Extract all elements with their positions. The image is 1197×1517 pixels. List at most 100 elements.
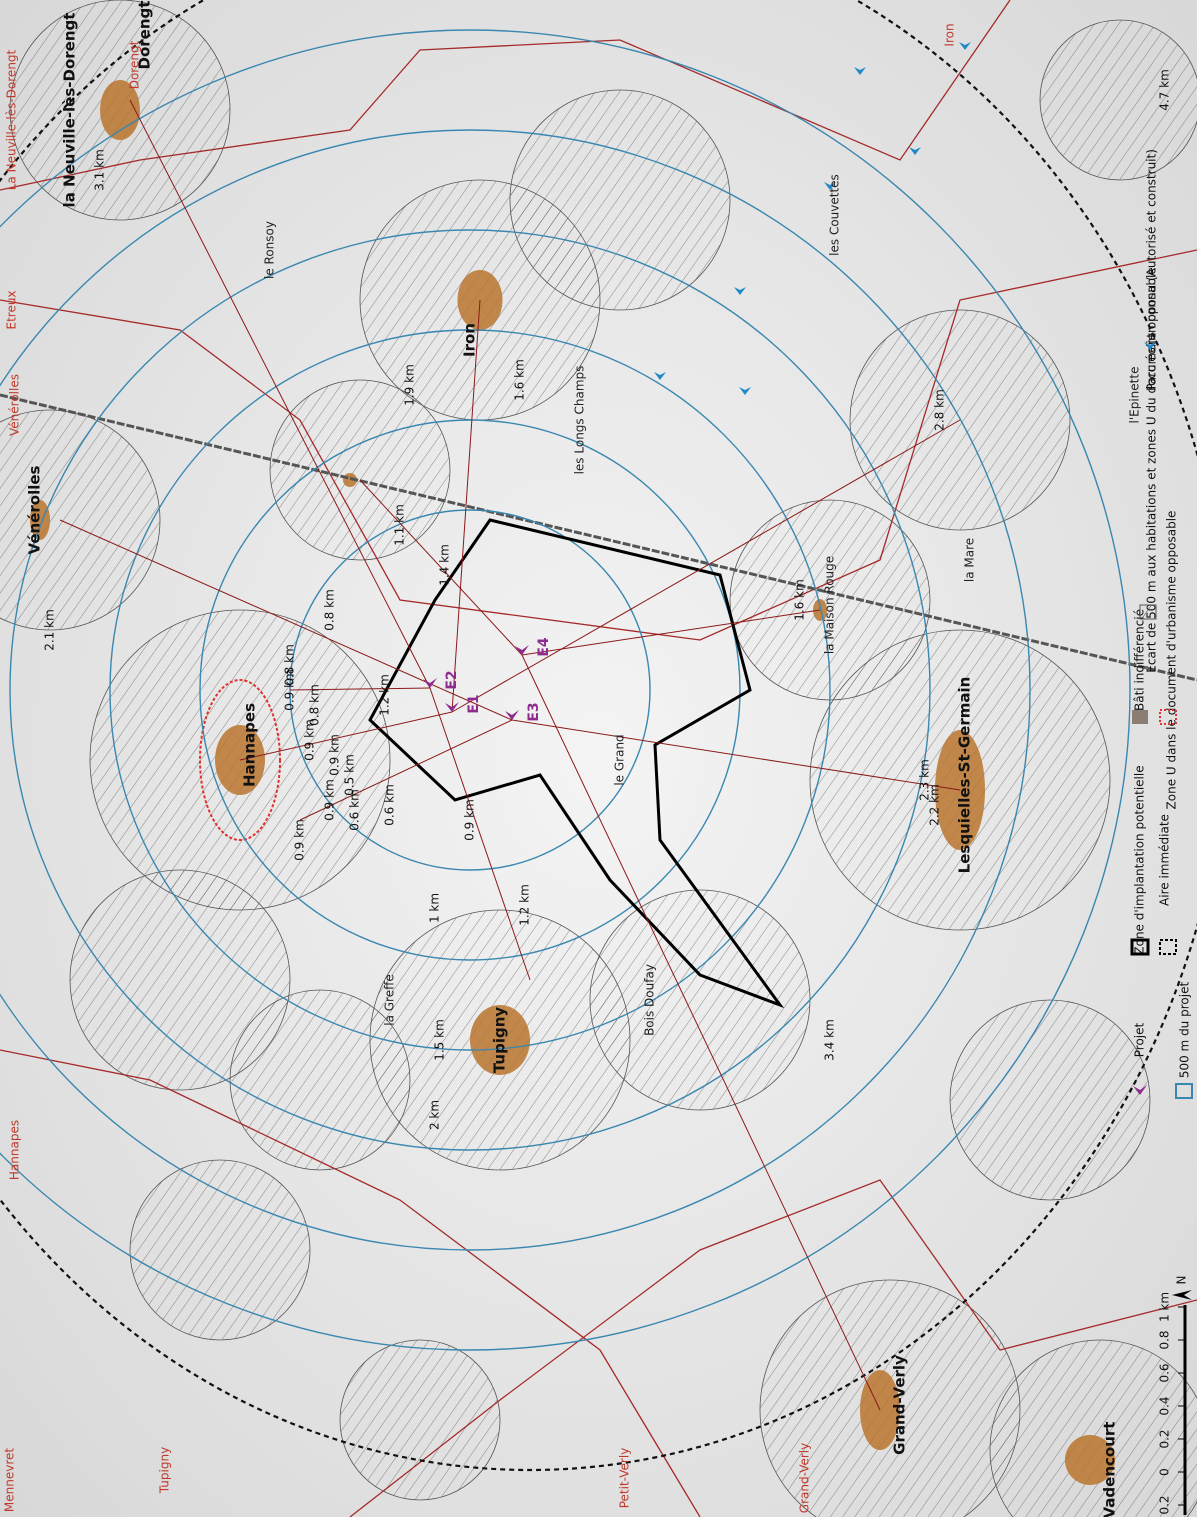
commune-name: Mennevret	[3, 1448, 17, 1512]
legend-item: 500 m du projet	[1178, 982, 1192, 1079]
locality-name: Bois Doufay	[643, 964, 657, 1036]
sight-line	[511, 719, 961, 791]
sight-line	[239, 711, 453, 761]
locality-name: la Mare	[963, 538, 977, 582]
wind-farm	[739, 387, 751, 395]
distance-label: 0.8 km	[283, 644, 297, 686]
distance-label: 4.7 km	[1158, 69, 1172, 111]
implantation-zone	[368, 518, 785, 1009]
buffer-zone	[1039, 19, 1197, 181]
distance-label: 1.9 km	[403, 364, 417, 406]
zone-u	[199, 679, 281, 841]
sight-line	[359, 479, 523, 656]
commune-name: Hannapes	[8, 1120, 22, 1180]
commune-boundary	[0, 0, 1011, 191]
commune-name: Iron	[943, 23, 957, 46]
distance-label: 2.8 km	[933, 389, 947, 431]
distance-label: 3.4 km	[823, 1019, 837, 1061]
wind-farm	[909, 147, 921, 155]
distance-label: 0.6 km	[348, 789, 362, 831]
turbine	[505, 710, 519, 720]
distance-label: 0.8 km	[308, 684, 322, 726]
scale-label: 0.6	[1158, 1363, 1172, 1382]
building	[470, 1005, 530, 1075]
legend-aire	[1159, 939, 1177, 955]
legend-item: Parc éolien connu (Autorisé et construit…	[1145, 149, 1159, 391]
turbine	[515, 645, 529, 655]
commune-name: Petit-Verly	[618, 1448, 632, 1509]
locality-name: l'Epinette	[1128, 367, 1142, 424]
place-name: Vadencourt	[1101, 1422, 1119, 1517]
place-name: Grand-Verly	[891, 1355, 909, 1455]
distance-label: 0.9 km	[323, 779, 337, 821]
legend-item: Zone U dans le document d'urbanisme oppo…	[1165, 511, 1179, 810]
distance-label: 0.6 km	[383, 784, 397, 826]
legend-item: Zone d'implantation potentielle	[1133, 765, 1147, 954]
buffer-zone	[949, 999, 1151, 1201]
building	[30, 500, 50, 540]
legend-bati	[1132, 710, 1148, 724]
ring-label: 1.5 km	[433, 1019, 447, 1061]
distance-label: 1.2 km	[518, 884, 532, 926]
buffer-zone	[269, 379, 451, 561]
scale-label: 1 km	[1158, 1292, 1172, 1322]
buffer-zone	[509, 89, 731, 311]
sight-line	[429, 687, 531, 981]
buffer-zone	[69, 869, 291, 1091]
turbine-label: E3	[526, 702, 542, 721]
locality-name: la Maison Rouge	[823, 556, 837, 654]
scale-label: 0.8	[1158, 1330, 1172, 1349]
legend-zone-u	[1159, 709, 1177, 725]
sight-line	[289, 687, 431, 691]
wind-farm	[654, 372, 666, 380]
distance-label: 2.1 km	[43, 609, 57, 651]
sight-line	[299, 719, 513, 821]
sight-line	[451, 419, 961, 713]
scale-label: 0.2	[1158, 1495, 1172, 1514]
locality-name: les Longs Champs	[573, 366, 587, 475]
distance-label: 0.9 km	[328, 734, 342, 776]
place-name: Dorengt	[136, 1, 154, 70]
distance-label: 1.6 km	[513, 359, 527, 401]
buffer-zone	[989, 1339, 1197, 1517]
turbine	[423, 678, 437, 688]
distance-ring	[0, 29, 1131, 1351]
distance-label: 1.2 km	[378, 674, 392, 716]
sight-line	[521, 609, 821, 656]
buffer-zone	[129, 1159, 311, 1341]
legend-item: Projet	[1133, 1022, 1147, 1057]
place-name: Tupigny	[491, 1007, 509, 1074]
commune-name: Dorengt	[128, 40, 142, 89]
legend-500m	[1175, 1083, 1193, 1099]
north: N	[1175, 1276, 1189, 1285]
legend-zip	[1130, 938, 1150, 956]
power-line	[0, 393, 1197, 682]
place-name: Vénérolles	[26, 465, 44, 554]
wind-farm	[854, 67, 866, 75]
place-name: la Neuville-lès-Dorengt	[61, 13, 79, 208]
distance-label: 0.5 km	[343, 754, 357, 796]
sight-line	[521, 654, 881, 1411]
commune-name: Grand-Verly	[798, 1443, 812, 1513]
locality-name: les Couvettes	[828, 174, 842, 256]
legend-item: Ecart de 500 m aux habitations et zones …	[1145, 267, 1159, 672]
commune-name: Vénérolles	[8, 374, 22, 436]
locality-name: le Ronsoy	[263, 221, 277, 279]
distance-ring	[199, 419, 741, 961]
place-name: Hannapes	[241, 703, 259, 787]
sight-line	[59, 519, 513, 721]
turbine-label: E1	[466, 694, 482, 713]
wind-farm	[959, 42, 971, 50]
aire-immediate	[0, 0, 1197, 1471]
turbine-label: E2	[444, 670, 460, 689]
sight-line	[451, 299, 481, 713]
commune-name: Tupigny	[158, 1447, 172, 1494]
scale-label: 0	[1158, 1468, 1172, 1476]
distance-ring	[109, 329, 831, 1051]
place-name: Lesquielles-St-Germain	[956, 677, 974, 874]
wind-farm	[734, 287, 746, 295]
legend-projet	[1133, 1085, 1147, 1095]
distance-ring	[0, 129, 1031, 1251]
commune-boundary	[0, 249, 1197, 641]
